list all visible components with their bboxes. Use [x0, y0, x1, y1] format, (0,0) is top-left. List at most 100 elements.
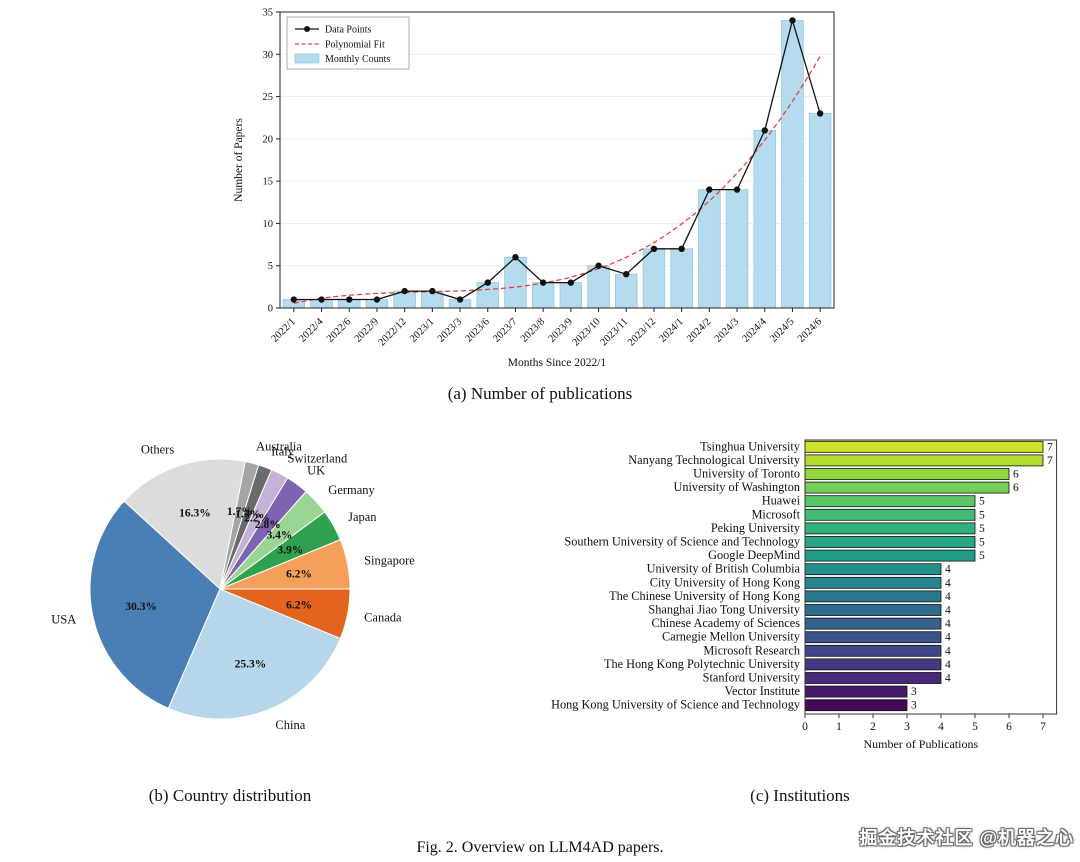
institution-bar [804, 508, 976, 521]
data-point [678, 245, 685, 252]
y-tick-label: 20 [263, 134, 274, 145]
monthly-bar [642, 248, 666, 309]
caption-a: (a) Number of publications [447, 384, 633, 403]
monthly-bar [587, 265, 610, 309]
data-point [733, 186, 741, 193]
institution-label: City University of Hong Kong [650, 575, 800, 589]
bar-value-label: 5 [979, 496, 985, 508]
x-tick-label: 3 [904, 721, 910, 733]
monthly-bar [531, 282, 555, 309]
pie-pct-label: 1.7% [235, 508, 261, 520]
pie-pct-label: 3.9% [277, 545, 303, 557]
x-tick-label: 2024/1 [657, 316, 685, 344]
institution-bar [804, 672, 942, 684]
y-tick-label: 25 [263, 92, 274, 103]
data-point [539, 279, 547, 286]
pie-pct-label: 2.2% [244, 512, 270, 524]
x-tick-label: 2022/4 [297, 316, 326, 345]
data-point [761, 127, 768, 134]
institution-label: Google DeepMind [708, 548, 800, 562]
institution-label: Vector Institute [725, 684, 801, 698]
x-tick-label: 2024/3 [713, 316, 741, 344]
pie-label: China [275, 718, 305, 732]
bar-value-label: 4 [945, 577, 951, 589]
institution-bar [804, 536, 976, 548]
institution-bar [804, 644, 942, 657]
institution-bar [804, 604, 942, 616]
pie-pct-label: 6.2% [286, 600, 312, 612]
x-tick-label: 2024/2 [685, 316, 713, 344]
polynomial-fit-line [293, 55, 821, 304]
pie-slice-usa [89, 500, 221, 709]
x-tick-label: 5 [972, 721, 978, 733]
institution-bar [804, 631, 942, 644]
data-point [623, 270, 630, 278]
institution-bar [804, 658, 942, 671]
monthly-bar [476, 282, 499, 309]
legend-label: Polynomial Fit [325, 40, 385, 51]
pie-pct-label: 25.3% [235, 659, 267, 671]
pie-label: UK [307, 464, 325, 478]
institution-label: Carnegie Mellon University [662, 630, 801, 644]
bar-value-label: 4 [945, 645, 951, 657]
pie-label: Singapore [364, 554, 415, 568]
pie-label: Australia [256, 440, 302, 454]
institution-label: Huawei [762, 494, 801, 508]
institution-bar [804, 454, 1044, 467]
pie-slice-canada [219, 588, 351, 640]
pie-label: Canada [364, 610, 402, 624]
bar-value-label: 3 [911, 700, 917, 712]
y-tick-label: 0 [268, 304, 273, 315]
data-point [484, 279, 491, 286]
monthly-bar [808, 113, 832, 309]
institution-bar [804, 576, 942, 589]
bar-value-label: 4 [945, 605, 951, 617]
pie-slice-others [123, 458, 246, 590]
data-point [512, 254, 519, 261]
institution-label: Microsoft Research [703, 643, 800, 657]
bar-value-label: 4 [945, 659, 951, 671]
data-point [567, 279, 575, 286]
pie-pct-label: 2.8% [255, 519, 281, 531]
bar-value-label: 6 [1013, 482, 1019, 494]
institution-label: Peking University [711, 521, 801, 535]
institution-label: The Hong Kong Polytechnic University [604, 657, 801, 671]
x-tick-label: 2022/1 [270, 316, 298, 344]
watermark: 掘金技术社区 @机器之心 [859, 828, 1074, 848]
x-tick-label: 2023/3 [436, 316, 464, 344]
data-point [401, 287, 408, 295]
data-line [293, 18, 821, 301]
data-point [373, 296, 381, 303]
x-tick-label: 6 [1006, 721, 1012, 733]
institution-bar [804, 563, 942, 576]
bar-value-label: 4 [945, 591, 951, 603]
pie-pct-label: 6.2% [286, 568, 312, 580]
country-pie-svg: Singapore Japan GermanyUKSwitzerlandItalyA… [51, 440, 415, 732]
data-point [429, 287, 436, 295]
institution-label: Chinese Academy of Sciences [651, 616, 800, 630]
x-tick-label: 2023/8 [519, 316, 547, 344]
institution-bar [804, 440, 1044, 453]
data-point [456, 296, 464, 303]
institution-label: Microsoft [752, 507, 801, 521]
x-tick-label: 2023/12 [626, 316, 658, 348]
x-tick-label: 2024/4 [740, 316, 769, 345]
y-tick-label: 5 [268, 261, 273, 272]
data-point [650, 245, 658, 252]
x-tick-label: 2023/7 [491, 316, 519, 344]
pie-pct-label: 1.7% [227, 506, 253, 518]
institution-label: The Chinese University of Hong Kong [609, 589, 800, 603]
bar-value-label: 7 [1047, 455, 1053, 467]
institution-bar [804, 522, 976, 535]
data-point [346, 296, 353, 303]
x-tick-label: 2 [870, 721, 876, 733]
x-tick-label: 1 [836, 721, 842, 733]
caption-c: (c) Institutions [750, 786, 850, 805]
bar-value-label: 4 [945, 632, 951, 644]
institution-label: Shanghai Jiao Tong University [648, 603, 800, 617]
country-pie-chart: Singapore Japan Germany UK Switzerland Italy A… [8, 405, 468, 773]
y-tick-label: 35 [263, 8, 274, 19]
axes-box [279, 11, 835, 309]
bars-group [282, 20, 832, 309]
